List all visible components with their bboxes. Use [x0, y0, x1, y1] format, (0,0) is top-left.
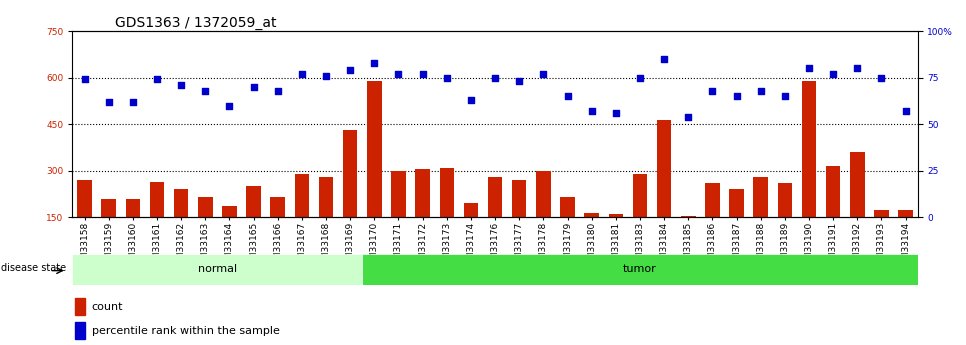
Point	[753, 88, 768, 93]
Point	[801, 66, 816, 71]
Point	[632, 75, 647, 80]
Point	[415, 71, 431, 77]
Bar	[75, 322, 86, 339]
Point	[294, 71, 309, 77]
Point	[897, 108, 913, 114]
Bar	[633, 174, 647, 217]
Bar	[681, 216, 696, 217]
Point	[222, 103, 238, 108]
Bar	[778, 183, 792, 217]
Text: GDS1363 / 1372059_at: GDS1363 / 1372059_at	[115, 16, 276, 30]
Text: count: count	[92, 302, 124, 312]
Bar	[729, 189, 744, 217]
Point	[559, 93, 575, 99]
Point	[245, 84, 261, 90]
Point	[197, 88, 213, 93]
Point	[680, 114, 696, 119]
Bar	[826, 166, 840, 217]
Point	[512, 79, 527, 84]
Bar	[295, 174, 309, 217]
Bar	[174, 189, 188, 217]
Point	[873, 75, 889, 80]
Bar	[874, 209, 889, 217]
Bar	[72, 254, 362, 285]
Point	[126, 99, 141, 105]
Point	[77, 77, 93, 82]
Text: tumor: tumor	[623, 264, 657, 274]
Point	[390, 71, 406, 77]
Bar	[415, 169, 430, 217]
Bar	[126, 199, 140, 217]
Bar	[101, 199, 116, 217]
Bar	[75, 298, 86, 315]
Point	[487, 75, 502, 80]
Point	[656, 56, 671, 62]
Bar	[560, 197, 575, 217]
Bar	[367, 81, 382, 217]
Bar	[343, 130, 357, 217]
Point	[849, 66, 865, 71]
Bar	[319, 177, 333, 217]
Bar	[536, 171, 551, 217]
Text: percentile rank within the sample: percentile rank within the sample	[92, 326, 279, 336]
Bar	[270, 197, 285, 217]
Bar	[802, 81, 816, 217]
Bar	[362, 254, 918, 285]
Bar	[464, 203, 478, 217]
Point	[704, 88, 720, 93]
Bar	[488, 177, 502, 217]
Point	[439, 75, 455, 80]
Bar	[657, 119, 671, 217]
Point	[367, 60, 383, 66]
Bar	[222, 206, 237, 217]
Bar	[150, 181, 164, 217]
Bar	[198, 197, 213, 217]
Bar	[77, 180, 92, 217]
Point	[150, 77, 165, 82]
Point	[608, 110, 623, 116]
Point	[101, 99, 117, 105]
Point	[583, 108, 599, 114]
Bar	[440, 168, 454, 217]
Bar	[705, 183, 720, 217]
Point	[270, 88, 286, 93]
Point	[825, 71, 840, 77]
Bar	[850, 152, 865, 217]
Point	[464, 97, 479, 103]
Point	[777, 93, 792, 99]
Text: disease state: disease state	[2, 263, 67, 273]
Text: normal: normal	[198, 264, 237, 274]
Bar	[898, 209, 913, 217]
Bar	[512, 180, 526, 217]
Bar	[584, 213, 599, 217]
Point	[174, 82, 189, 88]
Point	[342, 67, 357, 73]
Point	[728, 93, 744, 99]
Bar	[753, 177, 768, 217]
Bar	[609, 214, 623, 217]
Point	[319, 73, 334, 79]
Bar	[246, 186, 261, 217]
Bar	[391, 171, 406, 217]
Point	[535, 71, 551, 77]
